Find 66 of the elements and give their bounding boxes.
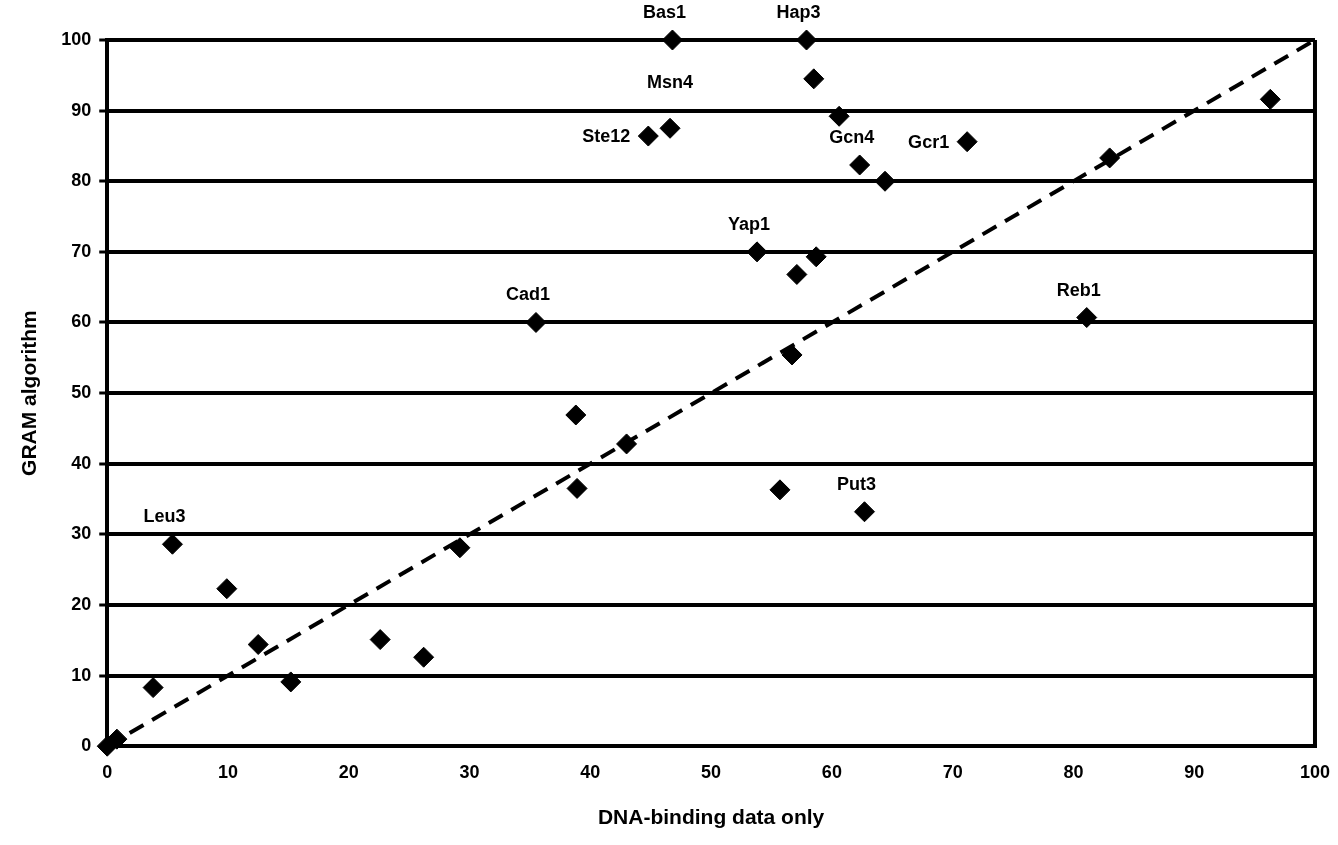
point	[781, 344, 803, 366]
point	[369, 629, 391, 651]
point	[828, 105, 850, 127]
annotation: Bas1	[642, 2, 686, 22]
x-tick-label: 40	[580, 761, 601, 782]
point	[216, 578, 238, 600]
x-tick-label: 70	[942, 761, 963, 782]
x-tick-label: 100	[1299, 761, 1331, 782]
point	[1259, 88, 1281, 110]
x-tick-label: 80	[1063, 761, 1084, 782]
point	[874, 170, 896, 192]
annotation: Ste12	[582, 126, 631, 147]
annotation: Cad1	[505, 284, 550, 305]
annotation: Msn4	[647, 72, 694, 93]
y-tick-label: 100	[61, 28, 92, 49]
y-tick-label: 20	[71, 593, 92, 614]
point	[849, 154, 871, 176]
y-tick-label: 30	[71, 523, 92, 544]
y-tick-label: 0	[81, 735, 92, 756]
annotation: Yap1	[727, 213, 771, 234]
x-tick-label: 20	[338, 761, 359, 782]
point	[616, 433, 638, 455]
point	[956, 131, 978, 153]
y-tick-label: 90	[71, 99, 92, 120]
point	[1099, 147, 1121, 169]
y-tick-label: 70	[71, 240, 92, 261]
x-tick-label: 60	[821, 761, 842, 782]
point	[565, 404, 587, 426]
point	[525, 311, 547, 333]
point	[566, 477, 588, 499]
point	[769, 479, 791, 501]
annotation: Put3	[836, 473, 877, 494]
point	[786, 263, 808, 285]
y-tick-label: 10	[71, 664, 92, 685]
y-axis-title: GRAM algorithm	[17, 310, 41, 476]
point	[796, 29, 818, 51]
y-tick-label: 80	[71, 170, 92, 191]
point	[413, 646, 435, 668]
point	[142, 677, 164, 699]
point	[805, 246, 827, 268]
x-tick-label: 30	[459, 761, 480, 782]
point	[661, 29, 683, 51]
point	[449, 537, 471, 559]
annotation: Reb1	[1056, 279, 1101, 300]
point	[106, 728, 128, 750]
y-tick-label: 50	[71, 382, 92, 403]
point	[637, 125, 659, 147]
point	[659, 117, 681, 139]
x-axis-title: DNA-binding data only	[597, 805, 825, 829]
x-tick-label: 50	[701, 761, 722, 782]
annotation: Gcn4	[829, 127, 875, 147]
annotation: Gcr1	[908, 131, 950, 152]
point	[247, 634, 269, 656]
point	[853, 501, 875, 523]
annotation: Hap3	[776, 2, 821, 22]
y-tick-label: 40	[71, 452, 92, 473]
point	[803, 68, 825, 90]
point	[280, 671, 302, 693]
point	[1076, 307, 1098, 329]
point	[161, 533, 183, 555]
x-tick-label: 10	[217, 761, 239, 782]
x-tick-label: 0	[102, 761, 113, 782]
annotation: Leu3	[143, 506, 186, 527]
point	[746, 241, 768, 263]
y-tick-label: 60	[71, 311, 92, 332]
x-tick-label: 90	[1184, 761, 1205, 782]
